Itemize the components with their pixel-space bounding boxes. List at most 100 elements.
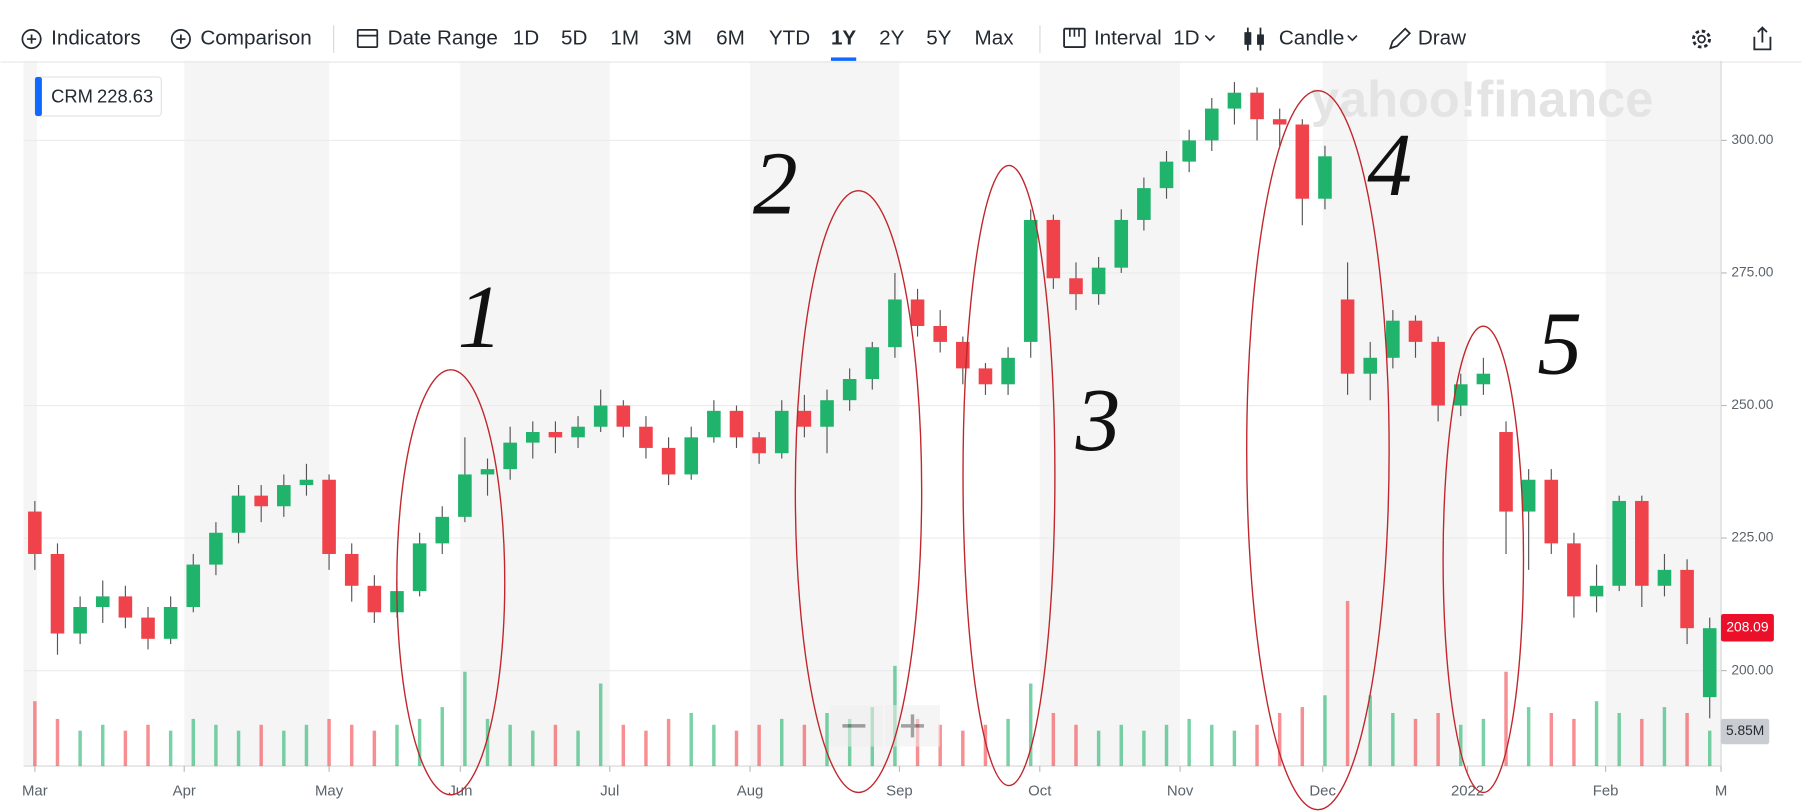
candle-body	[684, 437, 699, 475]
range-button[interactable]: 3M	[663, 27, 692, 50]
chart-style-button[interactable]: Candle	[1244, 27, 1358, 51]
volume-bar	[621, 724, 626, 767]
volume-bar	[1210, 724, 1214, 767]
range-button[interactable]: YTD	[769, 27, 810, 50]
band	[1605, 60, 1722, 767]
volume-bar	[372, 730, 377, 767]
annotation-ellipse	[1246, 90, 1390, 811]
candle-body	[1318, 156, 1332, 199]
candle-body	[1431, 341, 1445, 406]
volume-bar	[1391, 712, 1395, 767]
comparison-button[interactable]: Comparison	[170, 27, 312, 50]
x-tick-label: Mar	[22, 782, 48, 799]
candle-body	[1386, 320, 1400, 358]
volume-bar	[1708, 730, 1712, 767]
volume-bar	[780, 718, 784, 767]
candle-body	[277, 485, 291, 507]
candle-body	[458, 474, 472, 517]
candle-body	[1023, 219, 1038, 342]
candle-body	[1295, 124, 1310, 199]
x-tick-label: Nov	[1167, 782, 1194, 799]
candle-body	[231, 495, 246, 533]
share-button[interactable]	[1753, 26, 1772, 51]
annotation-number: 4	[1367, 116, 1412, 215]
annotation-ellipse	[962, 164, 1056, 787]
draw-button[interactable]: Draw	[1388, 27, 1466, 50]
date-range-button[interactable]: Date Range	[356, 27, 498, 50]
interval-label[interactable]: Interval	[1094, 27, 1162, 50]
interval-button[interactable]: Interval 1D	[1063, 27, 1216, 50]
candle-body	[933, 325, 947, 342]
indicators-label[interactable]: Indicators	[51, 27, 141, 50]
comparison-label[interactable]: Comparison	[200, 27, 311, 50]
x-tick-label: Sep	[886, 782, 913, 799]
candle-body	[639, 426, 653, 448]
settings-button[interactable]	[1692, 29, 1711, 49]
candle-body	[1159, 161, 1174, 189]
volume-bar	[1142, 730, 1146, 767]
volume-bar	[327, 718, 331, 767]
candle-body	[1001, 357, 1015, 385]
volume-bar	[485, 718, 490, 767]
volume-bar	[1617, 712, 1621, 767]
range-button[interactable]: 1D	[513, 27, 539, 50]
volume-bar	[1028, 683, 1033, 767]
volume-bar	[598, 683, 603, 767]
candle-body	[1069, 278, 1083, 295]
candle-body	[344, 553, 359, 586]
candle-body	[978, 368, 993, 385]
candle-body	[1114, 219, 1129, 268]
x-tick-label: Oct	[1028, 782, 1052, 799]
volume-bar	[349, 724, 354, 767]
chart: 200.00 225.00 250.00 275.00 300.00 Mar Apr May J…	[0, 60, 1802, 799]
candle-body	[548, 432, 563, 438]
candle-body	[842, 379, 857, 401]
range-button[interactable]: 1Y	[831, 27, 856, 50]
candle-body	[865, 347, 880, 380]
annotation-number: 2	[753, 135, 798, 234]
annotation-number: 1	[458, 268, 503, 367]
candle-body	[95, 596, 110, 607]
candle-body	[50, 553, 65, 634]
candle-body	[593, 405, 608, 427]
annotation-ellipse	[1442, 325, 1525, 794]
volume-bar	[757, 724, 761, 767]
indicators-button[interactable]: Indicators	[21, 27, 141, 50]
draw-label[interactable]: Draw	[1418, 27, 1466, 50]
range-button[interactable]: 1M	[610, 27, 639, 50]
band	[1039, 60, 1181, 767]
volume-bar	[938, 724, 942, 767]
volume-bar	[553, 724, 558, 767]
range-button[interactable]: Max	[975, 27, 1015, 50]
volume-bar	[1323, 695, 1327, 767]
symbol-price: 228.63	[97, 85, 153, 106]
volume-bar	[214, 724, 218, 767]
volume-bar	[440, 707, 444, 767]
candle-body	[1204, 108, 1219, 141]
toolbar: Indicators Comparison Date Range 1D 5D 1M 3…	[21, 25, 1772, 63]
y-tick-label: 225.00	[1731, 530, 1773, 545]
volume-bar	[168, 730, 173, 767]
candle-body	[1702, 628, 1717, 698]
x-tick-label: May	[315, 782, 344, 799]
candle-body	[209, 532, 223, 565]
candle-body	[729, 410, 744, 438]
range-button[interactable]: 5D	[561, 27, 587, 50]
candle-body	[1363, 357, 1378, 374]
range-button[interactable]: 5Y	[926, 27, 951, 50]
chart-style-label[interactable]: Candle	[1279, 27, 1344, 50]
candle-body	[525, 432, 540, 443]
symbol: CRM	[51, 85, 93, 106]
volume-bar	[1300, 707, 1305, 767]
range-button[interactable]: 2Y	[879, 27, 904, 50]
candle-body	[774, 410, 789, 454]
band	[23, 60, 38, 767]
volume-bar	[1368, 695, 1372, 767]
interval-value[interactable]: 1D	[1173, 27, 1199, 50]
date-range-label[interactable]: Date Range	[388, 27, 498, 50]
symbol-badge: CRM 228.63	[34, 76, 162, 117]
candle-body	[752, 437, 766, 454]
candle-body	[322, 479, 336, 554]
range-button[interactable]: 6M	[716, 27, 745, 50]
